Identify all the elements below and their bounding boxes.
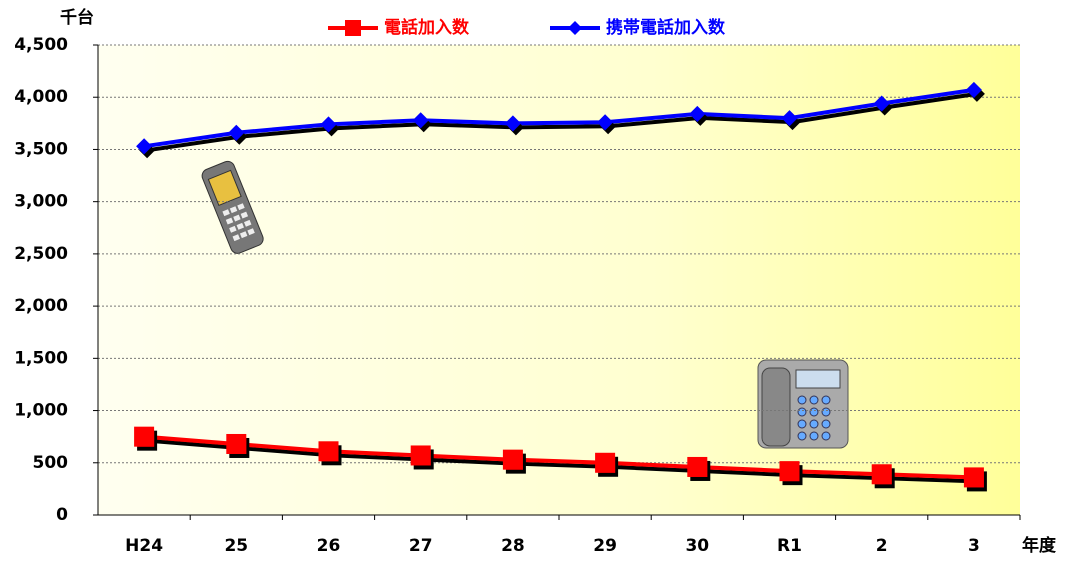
marker (134, 426, 155, 447)
marker (779, 461, 800, 482)
legend-marker (345, 20, 361, 36)
y-tick-label: 0 (56, 505, 68, 525)
marker (965, 81, 982, 98)
marker (873, 95, 890, 112)
y-tick-label: 2,500 (14, 244, 68, 264)
marker (687, 456, 708, 477)
mobile-icon (201, 160, 264, 254)
marker (595, 452, 616, 473)
marker (226, 433, 247, 454)
marker (689, 105, 706, 122)
marker (597, 114, 614, 131)
x-tick-label: 3 (968, 536, 980, 556)
marker (963, 467, 984, 488)
y-tick-label: 3,000 (14, 192, 68, 212)
y-tick-label: 2,000 (14, 296, 68, 316)
x-tick-label: R1 (777, 536, 802, 556)
marker (412, 112, 429, 129)
marker (136, 138, 153, 155)
x-tick-label: H24 (125, 536, 163, 556)
x-tick-label: 26 (317, 536, 341, 556)
marker (502, 449, 523, 470)
legend-label: 電話加入数 (384, 17, 470, 38)
marker (318, 441, 339, 462)
legend-marker (568, 21, 582, 35)
marker (504, 115, 521, 132)
legend-label: 携帯電話加入数 (606, 17, 726, 38)
marker (228, 124, 245, 141)
y-tick-label: 4,000 (14, 87, 68, 107)
y-tick-label: 3,500 (14, 139, 68, 159)
telephone-icon (757, 359, 849, 449)
y-tick-label: 1,000 (14, 401, 68, 421)
marker (410, 445, 431, 466)
series-line (143, 434, 974, 480)
marker (320, 116, 337, 133)
marker (871, 464, 892, 485)
series-line (143, 87, 975, 149)
x-tick-label: 30 (685, 536, 709, 556)
x-tick-label: 29 (593, 536, 617, 556)
x-tick-label: 28 (501, 536, 525, 556)
y-unit: 千台 (60, 7, 94, 28)
x-tick-label: 27 (409, 536, 433, 556)
y-tick-label: 4,500 (14, 35, 68, 55)
x-tick-label: 25 (224, 536, 248, 556)
marker (781, 110, 798, 127)
x-tick-label: 2 (876, 536, 888, 556)
y-tick-label: 1,500 (14, 348, 68, 368)
x-axis-label: 年度 (1022, 535, 1057, 556)
y-tick-label: 500 (33, 453, 69, 473)
